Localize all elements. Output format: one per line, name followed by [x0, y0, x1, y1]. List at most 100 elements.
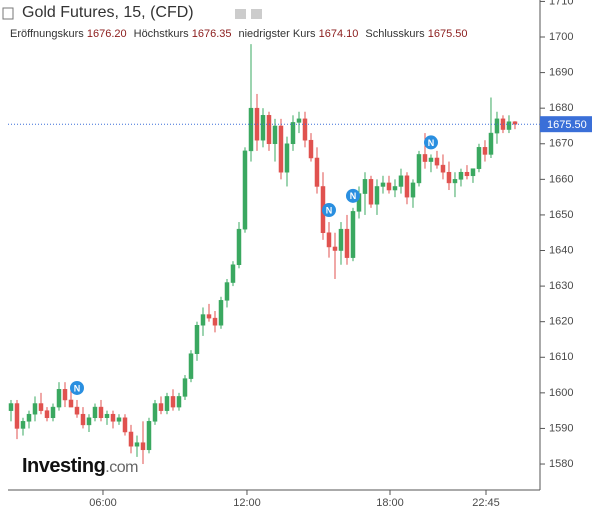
x-tick-label: 18:00: [376, 497, 404, 509]
camera-icon[interactable]: [235, 9, 246, 19]
x-tick-label: 22:45: [472, 497, 500, 509]
candle-body: [422, 154, 428, 162]
y-tick-label: 1610: [549, 351, 573, 363]
event-marker[interactable]: [321, 203, 336, 218]
candle-body: [188, 353, 194, 379]
candle-body: [494, 118, 500, 134]
candle-body: [176, 396, 182, 408]
candle-body: [446, 171, 452, 184]
candle-body: [14, 403, 20, 429]
candle-body: [470, 168, 476, 177]
candle-body: [308, 139, 314, 159]
candle-body: [44, 410, 50, 419]
candle-body: [428, 157, 434, 162]
candle-body: [482, 147, 488, 155]
candle-body: [98, 406, 104, 419]
candle-body: [500, 118, 506, 130]
candle-body: [218, 300, 224, 326]
legend-label: Höchstkurs: [133, 28, 189, 40]
candle-body: [296, 118, 302, 123]
candle-body: [206, 314, 212, 319]
candle-body: [104, 413, 110, 419]
legend-label: niedrigster Kurs: [238, 28, 316, 40]
candle-body: [290, 122, 296, 145]
candle-body: [152, 403, 158, 422]
legend-label: Eröffnungskurs: [10, 28, 84, 40]
candle-body: [122, 417, 128, 433]
candle-body: [182, 378, 188, 397]
candle-body: [416, 154, 422, 184]
candle-body: [278, 125, 284, 173]
candle-body: [458, 171, 464, 180]
candle-body: [404, 175, 410, 198]
candle-body: [62, 389, 68, 401]
candle-body: [338, 228, 344, 251]
candle-body: [464, 171, 470, 177]
candle-body: [476, 147, 482, 169]
y-tick-label: 1590: [549, 422, 573, 434]
candle-body: [26, 413, 32, 422]
event-marker[interactable]: [423, 135, 438, 150]
candle-body: [50, 406, 56, 419]
candle-body: [128, 431, 134, 447]
candle-body: [56, 389, 62, 408]
header: Gold Futures, 15, (CFD): [10, 4, 194, 22]
candle-body: [8, 403, 14, 411]
candle-body: [242, 150, 248, 230]
candle-body: [506, 121, 512, 130]
candle-body: [350, 211, 356, 258]
legend-value: 1674.10: [318, 28, 359, 40]
candle-body: [440, 164, 446, 173]
candle-body: [236, 228, 242, 265]
candle-body: [32, 403, 38, 415]
candle-body: [380, 182, 386, 187]
candle-body: [248, 107, 254, 152]
event-marker[interactable]: [69, 380, 84, 395]
candle-body: [68, 399, 74, 408]
event-label: N: [350, 191, 357, 201]
candle-body: [314, 157, 320, 187]
y-tick-label: 1650: [549, 209, 573, 221]
candle-body: [284, 143, 290, 173]
candle-body: [194, 324, 200, 354]
candle-body: [452, 179, 458, 184]
candle-body: [224, 282, 230, 301]
last-price-label: 1675.50: [547, 119, 587, 131]
candle-body: [302, 118, 308, 141]
candle-body: [344, 228, 350, 258]
candle-body: [272, 125, 278, 145]
event-marker[interactable]: [345, 188, 360, 203]
candle-body: [254, 107, 260, 141]
y-tick-label: 1660: [549, 173, 573, 185]
candle-body: [164, 396, 170, 411]
candle-body: [326, 232, 332, 248]
last-price-box: [540, 116, 592, 133]
y-tick-label: 1690: [549, 66, 573, 78]
candle-body: [200, 314, 206, 326]
legend-value: 1675.50: [427, 28, 468, 40]
event-label: N: [74, 383, 81, 393]
candle-body: [110, 413, 116, 422]
candle-body: [392, 186, 398, 191]
candle-body: [146, 421, 152, 451]
legend-label: Schlusskurs: [365, 28, 425, 40]
candle-body: [386, 182, 392, 191]
y-tick-label: 1680: [549, 102, 573, 114]
candle-body: [116, 417, 122, 422]
settings-icon[interactable]: [251, 9, 262, 19]
candle-body: [38, 403, 44, 411]
legend-value: 1676.35: [191, 28, 232, 40]
candle-body: [158, 403, 164, 411]
candle-body: [134, 442, 140, 447]
panel-icon[interactable]: [2, 7, 14, 20]
candle-body: [332, 246, 338, 251]
candle-body: [80, 413, 86, 426]
y-tick-label: 1640: [549, 244, 573, 256]
event-label: N: [428, 138, 435, 148]
y-tick-label: 1620: [549, 316, 573, 328]
candle-body: [212, 317, 218, 326]
candle-body: [92, 406, 98, 419]
chart-title: Gold Futures, 15, (CFD): [22, 4, 194, 21]
